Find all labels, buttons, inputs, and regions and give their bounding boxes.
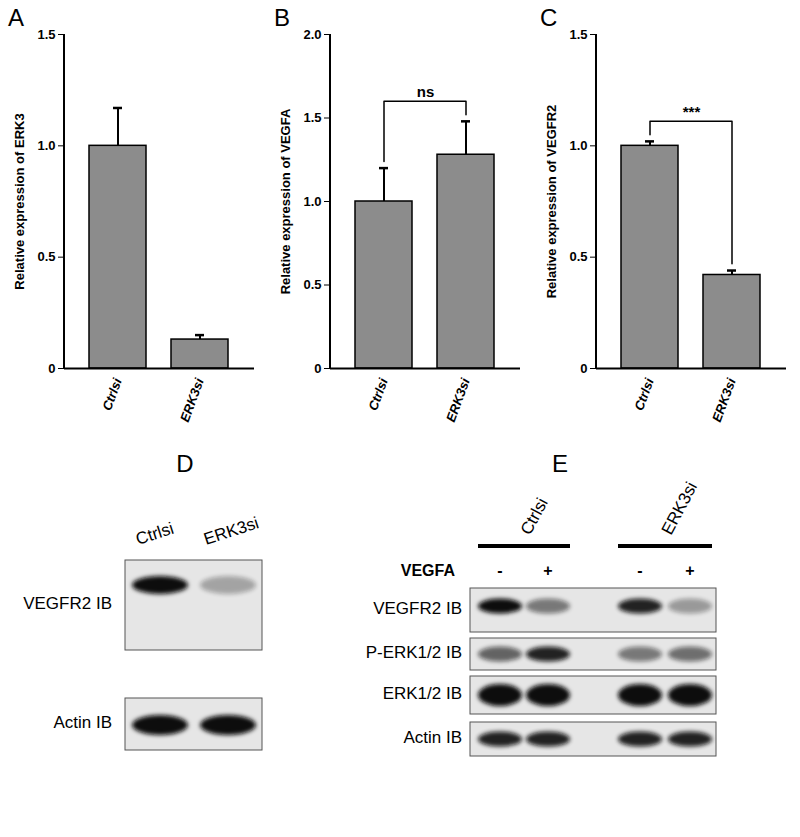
svg-text:+: + <box>543 562 552 579</box>
svg-text:ERK3si: ERK3si <box>709 376 739 424</box>
svg-text:ERK3si: ERK3si <box>658 479 701 538</box>
html-text:A: A <box>8 4 24 31</box>
svg-text:ERK3si: ERK3si <box>177 376 207 424</box>
svg-text:ns: ns <box>417 83 435 100</box>
svg-text:0.5: 0.5 <box>303 277 321 292</box>
svg-text:Relative expression of ERK3: Relative expression of ERK3 <box>12 113 27 289</box>
svg-text:Actin IB: Actin IB <box>403 728 462 747</box>
svg-text:VEGFR2 IB: VEGFR2 IB <box>23 594 112 613</box>
svg-text:1.5: 1.5 <box>569 27 587 42</box>
svg-text:Ctrlsi: Ctrlsi <box>365 376 391 413</box>
svg-text:-: - <box>497 562 502 579</box>
svg-text:0.5: 0.5 <box>569 249 587 264</box>
svg-text:0: 0 <box>314 361 321 376</box>
svg-text:ERK1/2 IB: ERK1/2 IB <box>383 684 462 703</box>
svg-text:Ctrlsi: Ctrlsi <box>517 495 552 538</box>
svg-text:Actin IB: Actin IB <box>53 713 112 732</box>
svg-text:1.0: 1.0 <box>569 138 587 153</box>
svg-text:1.5: 1.5 <box>303 110 321 125</box>
svg-text:VEGFR2 IB: VEGFR2 IB <box>373 599 462 618</box>
svg-text:Ctrlsi: Ctrlsi <box>133 519 176 549</box>
svg-text:1.0: 1.0 <box>37 138 55 153</box>
svg-text:Relative expression of VEGFR2: Relative expression of VEGFR2 <box>544 105 559 299</box>
svg-text:+: + <box>685 562 694 579</box>
svg-text:0.5: 0.5 <box>37 249 55 264</box>
svg-text:-: - <box>637 562 642 579</box>
svg-text:P-ERK1/2 IB: P-ERK1/2 IB <box>366 643 462 662</box>
svg-text:***: *** <box>683 103 701 120</box>
svg-text:ERK3si: ERK3si <box>201 513 261 549</box>
svg-text:0: 0 <box>580 361 587 376</box>
svg-text:Ctrlsi: Ctrlsi <box>631 376 657 413</box>
svg-text:ERK3si: ERK3si <box>443 376 473 424</box>
svg-text:1.0: 1.0 <box>303 194 321 209</box>
svg-text:0: 0 <box>48 361 55 376</box>
svg-text:D: D <box>176 450 193 477</box>
svg-text:Relative expression of VEGFA: Relative expression of VEGFA <box>278 108 293 294</box>
html-text:B: B <box>274 4 290 31</box>
html-text:C: C <box>540 4 558 31</box>
svg-text:Ctrlsi: Ctrlsi <box>99 376 125 413</box>
svg-text:2.0: 2.0 <box>303 27 321 42</box>
svg-text:1.5: 1.5 <box>37 27 55 42</box>
svg-text:E: E <box>552 450 568 477</box>
svg-text:VEGFA: VEGFA <box>401 562 456 579</box>
